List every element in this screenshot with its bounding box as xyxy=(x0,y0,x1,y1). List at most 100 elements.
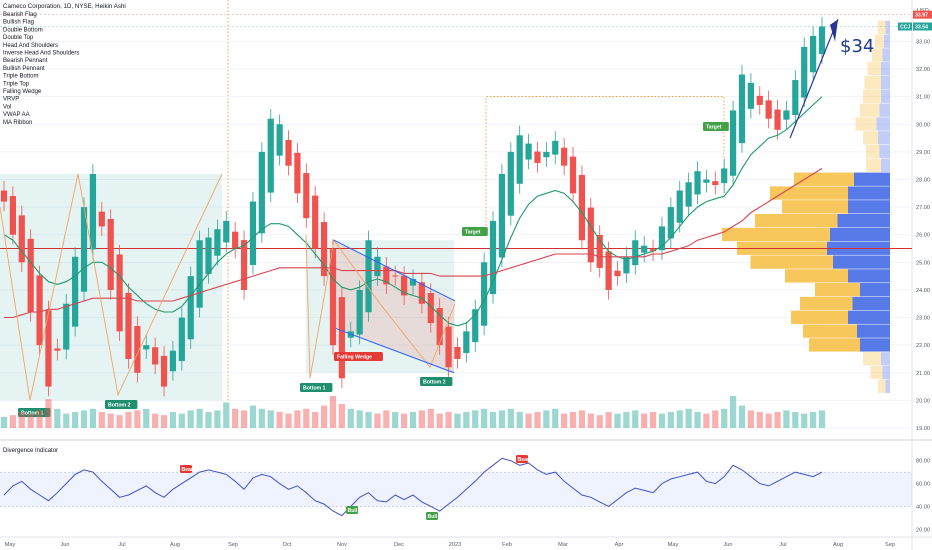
price-tick-10: 23.00 xyxy=(916,316,930,322)
price-tick-7: 26.00 xyxy=(916,233,930,239)
ticker-badge-bg xyxy=(898,22,912,31)
candle-body-27 xyxy=(240,240,248,290)
volume-bar-40 xyxy=(356,410,363,428)
volume-bar-80 xyxy=(712,410,719,428)
volume-bar-84 xyxy=(747,410,754,428)
candle-body-65 xyxy=(578,174,586,241)
price-tick-9: 24.00 xyxy=(916,288,930,294)
time-tick-11: Apr xyxy=(615,542,624,548)
volume-bar-88 xyxy=(783,410,790,428)
volume-bar-41 xyxy=(365,412,372,428)
volume-bar-83 xyxy=(738,405,746,428)
candle-body-2 xyxy=(18,215,25,263)
volume-profile-down-21 xyxy=(848,310,890,324)
price-tick-11: 22.00 xyxy=(916,343,930,349)
volume-bar-16 xyxy=(143,408,150,428)
candle-body-6 xyxy=(54,348,61,351)
time-tick-15: Aug xyxy=(833,542,843,548)
oscillator-band xyxy=(0,472,912,507)
volume-bar-8 xyxy=(72,412,79,428)
indicator-8: Triple Bottom xyxy=(3,74,38,80)
time-tick-8: 2023 xyxy=(449,542,461,548)
candle-body-83 xyxy=(738,74,746,144)
oscillator-label-3: Bull xyxy=(428,514,438,520)
volume-profile-down-11 xyxy=(854,172,890,186)
candle-body-75 xyxy=(667,207,674,239)
volume-profile-up-7 xyxy=(855,117,877,131)
volume-profile-down-23 xyxy=(860,338,890,352)
time-tick-3: Aug xyxy=(170,542,180,548)
indicator-1: Bullish Flag xyxy=(3,20,34,26)
volume-bar-30 xyxy=(267,410,274,428)
candle-body-13 xyxy=(116,254,123,332)
pattern-label-bg-4 xyxy=(334,352,383,361)
volume-profile-down-9 xyxy=(879,144,890,159)
candle-body-10 xyxy=(89,173,97,250)
volume-bar-39 xyxy=(347,408,354,428)
volume-bar-24 xyxy=(214,410,221,428)
volume-bar-89 xyxy=(792,412,799,428)
volume-profile-down-14 xyxy=(837,214,890,228)
volume-profile-down-19 xyxy=(860,283,890,297)
volume-profile-down-18 xyxy=(848,269,890,283)
candle-body-40 xyxy=(356,289,363,335)
volume-bar-71 xyxy=(632,410,639,428)
pattern-label-bg-5 xyxy=(462,227,488,236)
time-tick-9: Feb xyxy=(502,542,512,548)
candle-body-34 xyxy=(303,173,310,219)
candle-body-31 xyxy=(276,124,283,156)
volume-bar-36 xyxy=(320,405,328,428)
volume-profile-up-19 xyxy=(815,283,860,297)
time-tick-13: Jun xyxy=(723,542,732,548)
volume-bar-45 xyxy=(400,413,408,428)
trend-arrow-line xyxy=(789,19,839,139)
indicator-9: Triple Top xyxy=(3,81,30,87)
candle-body-77 xyxy=(685,182,692,207)
candle-body-89 xyxy=(792,80,799,116)
candle-body-86 xyxy=(765,100,772,119)
volume-bar-59 xyxy=(525,413,532,428)
candle-body-88 xyxy=(783,110,790,120)
volume-bar-47 xyxy=(418,410,426,428)
target-note: $34 xyxy=(840,36,874,57)
indicator-5: Inverse Head And Shoulders xyxy=(3,51,79,57)
oscillator-label-1: Bear xyxy=(518,457,530,463)
volume-bar-11 xyxy=(98,412,105,428)
volume-bar-56 xyxy=(498,410,506,428)
price-tick-0: 33.00 xyxy=(916,39,930,45)
candle-body-36 xyxy=(320,222,328,277)
candle-body-7 xyxy=(63,303,70,350)
volume-bar-28 xyxy=(249,405,257,428)
volume-bar-73 xyxy=(649,412,657,428)
volume-bar-14 xyxy=(125,412,132,428)
volume-profile-down-7 xyxy=(876,117,890,131)
candle-body-26 xyxy=(232,231,239,249)
candle-body-76 xyxy=(676,190,683,223)
volume-profile-up-24 xyxy=(863,352,881,366)
trend-arrow-head xyxy=(830,19,838,42)
candle-body-61 xyxy=(543,151,550,158)
volume-profile-down-1 xyxy=(884,34,890,48)
candle-body-69 xyxy=(614,270,621,277)
candle-body-74 xyxy=(658,226,666,251)
candle-body-85 xyxy=(756,95,763,105)
oscillator-label-bg-3 xyxy=(426,512,438,520)
price-tick-13: 20.00 xyxy=(916,398,930,404)
time-tick-5: Oct xyxy=(283,542,292,548)
volume-bar-22 xyxy=(196,408,203,428)
candle-body-4 xyxy=(36,275,43,346)
candle-body-0 xyxy=(0,190,8,202)
volume-bar-61 xyxy=(543,410,550,428)
volume-profile-down-26 xyxy=(885,379,890,393)
oscillator-tick-2: 40.00 xyxy=(916,504,930,510)
volume-bar-19 xyxy=(169,412,177,428)
candle-body-73 xyxy=(649,249,657,252)
volume-profile-up-25 xyxy=(870,365,883,380)
candle-body-72 xyxy=(641,245,648,253)
candle-body-59 xyxy=(525,143,532,160)
candle-body-45 xyxy=(400,275,408,296)
volume-profile-up-26 xyxy=(878,379,886,393)
chart-title: Cameco Corporation, 1D, NYSE, Heikin Ash… xyxy=(3,3,126,10)
